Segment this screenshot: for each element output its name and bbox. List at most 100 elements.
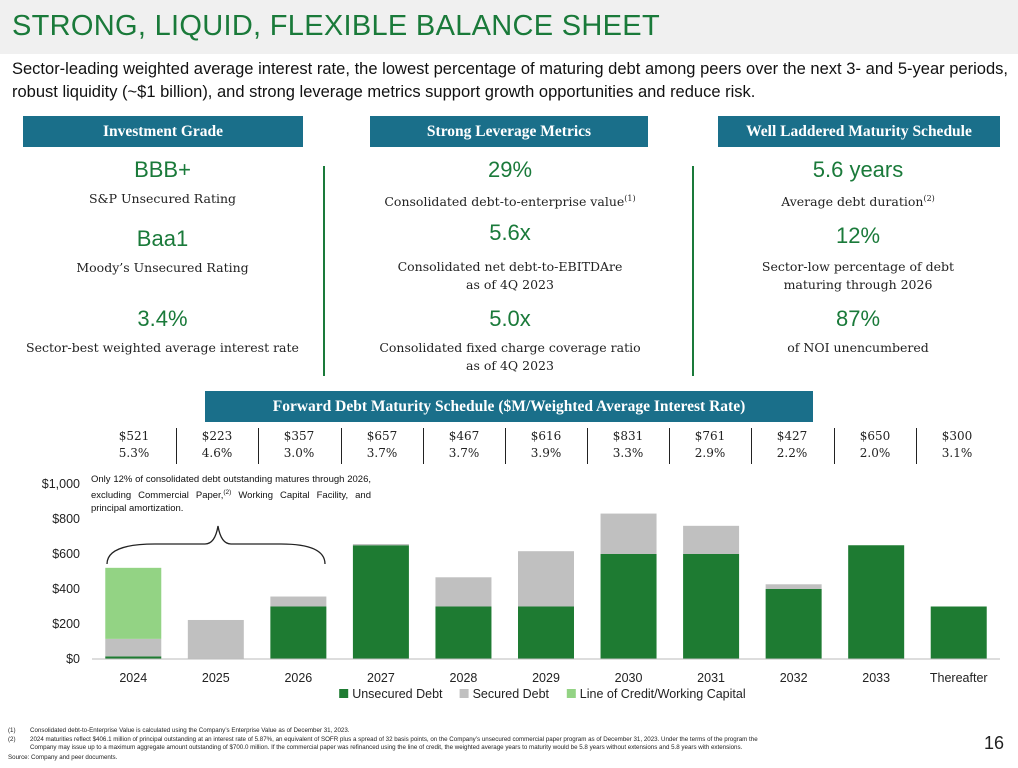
legend-label: Unsecured Debt	[352, 687, 443, 701]
debt-to-ev-value: 29%	[487, 157, 533, 182]
maturity-amount: $521	[118, 429, 150, 443]
y-tick-label: $600	[52, 547, 80, 561]
footnote-2-text: 2024 maturities reflect $406.1 million o…	[30, 736, 758, 743]
y-tick-label: $1,000	[42, 477, 80, 491]
net-debt-ebitda-block: 5.6x Consolidated net debt-to-EBITDAre a…	[340, 220, 680, 294]
legend-swatch	[459, 689, 469, 698]
maturity-rate: 3.7%	[366, 446, 398, 460]
maturity-rate: 2.9%	[694, 446, 726, 460]
interest-rate-label: Sector-best weighted average interest ra…	[26, 340, 299, 355]
y-tick-label: $800	[52, 512, 80, 526]
maturity-separator	[834, 428, 835, 464]
maturity-item: $657 3.7%	[342, 428, 422, 462]
bar-secured-debt	[187, 619, 244, 659]
net-debt-ebitda-label-line2: as of 4Q 2023	[466, 277, 554, 292]
footnote-ref: (1)	[624, 194, 636, 203]
maturity-item: $616 3.9%	[506, 428, 586, 462]
maturity-amount: $427	[776, 429, 808, 443]
x-tick-label: 2032	[780, 671, 808, 685]
noi-unencumbered-label: of NOI unencumbered	[787, 340, 929, 355]
x-tick-label: 2030	[615, 671, 643, 685]
net-debt-ebitda-value: 5.6x	[489, 220, 531, 245]
x-tick-label: 2028	[450, 671, 478, 685]
brace-annotation	[106, 525, 326, 565]
maturity-rate: 2.0%	[859, 446, 891, 460]
page-title: STRONG, LIQUID, FLEXIBLE BALANCE SHEET	[12, 10, 660, 42]
footnote-2-text-cont: Company may issue up to a maximum aggreg…	[30, 744, 743, 751]
maturity-separator	[587, 428, 588, 464]
bar-secured-debt	[683, 525, 740, 554]
annotation-text: Only 12% of consolidated debt outstandin…	[91, 474, 371, 502]
moodys-rating-label: Moody’s Unsecured Rating	[76, 260, 249, 275]
maturity-rate: 3.7%	[448, 446, 480, 460]
maturity-item: $467 3.7%	[424, 428, 504, 462]
x-tick-label: 2026	[284, 671, 312, 685]
debt-maturity-chart: $0 $200 $400 $600 $800 $1,000 2024 2025 2026 2027…	[42, 477, 1000, 701]
maturity-rate: 5.3%	[118, 446, 150, 460]
fixed-charge-label-line1: Consolidated fixed charge coverage ratio	[379, 340, 641, 355]
sp-rating-block: BBB+ S&P Unsecured Rating	[5, 157, 320, 208]
maturing-debt-label-line1: Sector-low percentage of debt	[761, 259, 955, 274]
maturity-amount: $357	[283, 429, 315, 443]
column-divider-left	[323, 166, 325, 376]
fixed-charge-label-line2: as of 4Q 2023	[466, 358, 554, 373]
noi-unencumbered-value: 87%	[835, 306, 881, 331]
bar-secured-debt	[600, 513, 657, 554]
bar-unsecured-debt	[683, 554, 740, 659]
y-tick-label: $0	[66, 652, 80, 666]
maturity-rate: 4.6%	[201, 446, 233, 460]
legend-swatch	[566, 689, 576, 698]
source-note: Source: Company and peer documents.	[8, 754, 118, 761]
bar-unsecured-debt	[105, 656, 162, 659]
annotation-text-cont: Working Capital Facility, and principal …	[91, 490, 371, 515]
bar-line-of-credit-working-capital	[105, 567, 162, 639]
x-tick-label: 2033	[862, 671, 890, 685]
investment-grade-header: Investment Grade	[23, 116, 303, 147]
x-tick-label: 2029	[532, 671, 560, 685]
bar-unsecured-debt	[270, 606, 327, 659]
debt-to-ev-block: 29% Consolidated debt-to-enterprise valu…	[340, 157, 680, 211]
debt-duration-label: Average debt duration	[781, 194, 924, 210]
forward-maturity-header: Forward Debt Maturity Schedule ($M/Weigh…	[205, 391, 813, 422]
maturity-amount: $467	[448, 429, 480, 443]
x-tick-label: 2025	[202, 671, 230, 685]
footnote-ref: (2)	[923, 194, 935, 203]
x-tick-label: Thereafter	[930, 671, 988, 685]
footnote-1-text: Consolidated debt-to-Enterprise Value is…	[30, 727, 350, 734]
debt-to-ev-label: Consolidated debt-to-enterprise value	[384, 194, 625, 210]
maturity-separator	[751, 428, 752, 464]
maturity-item: $427 2.2%	[752, 428, 832, 462]
maturity-amount: $831	[612, 429, 644, 443]
maturity-item: $650 2.0%	[835, 428, 915, 462]
bar-unsecured-debt	[435, 606, 492, 659]
maturity-item: $521 5.3%	[94, 428, 174, 462]
annotation-footnote-ref: (2)	[223, 489, 232, 496]
maturity-separator	[341, 428, 342, 464]
debt-duration-block: 5.6 years Average debt duration(2)	[708, 157, 1008, 211]
bar-unsecured-debt	[765, 589, 822, 659]
x-tick-label: 2031	[697, 671, 725, 685]
column-divider-right	[692, 166, 694, 376]
bar-secured-debt	[105, 638, 162, 657]
maturity-rate: 3.9%	[530, 446, 562, 460]
maturity-item: $831 3.3%	[588, 428, 668, 462]
footnote-2: (2) 2024 maturities reflect $406.1 millio…	[8, 736, 758, 744]
fixed-charge-value: 5.0x	[489, 306, 531, 331]
interest-rate-block: 3.4% Sector-best weighted average intere…	[5, 306, 320, 357]
bar-unsecured-debt	[352, 545, 409, 659]
bar-secured-debt	[765, 584, 822, 589]
maturity-rate: 3.3%	[612, 446, 644, 460]
maturity-separator	[669, 428, 670, 464]
maturity-schedule-header: Well Laddered Maturity Schedule	[718, 116, 1000, 147]
maturity-amount: $657	[366, 429, 398, 443]
legend-label: Secured Debt	[473, 687, 550, 701]
fixed-charge-block: 5.0x Consolidated fixed charge coverage …	[340, 306, 680, 375]
bar-unsecured-debt	[600, 554, 657, 659]
maturity-item: $761 2.9%	[670, 428, 750, 462]
maturity-item: $223 4.6%	[177, 428, 257, 462]
debt-duration-value: 5.6 years	[812, 157, 904, 182]
legend-label: Line of Credit/Working Capital	[580, 687, 746, 701]
page-subtitle: Sector-leading weighted average interest…	[12, 60, 1008, 101]
maturity-item: $357 3.0%	[259, 428, 339, 462]
maturity-amount: $650	[859, 429, 891, 443]
